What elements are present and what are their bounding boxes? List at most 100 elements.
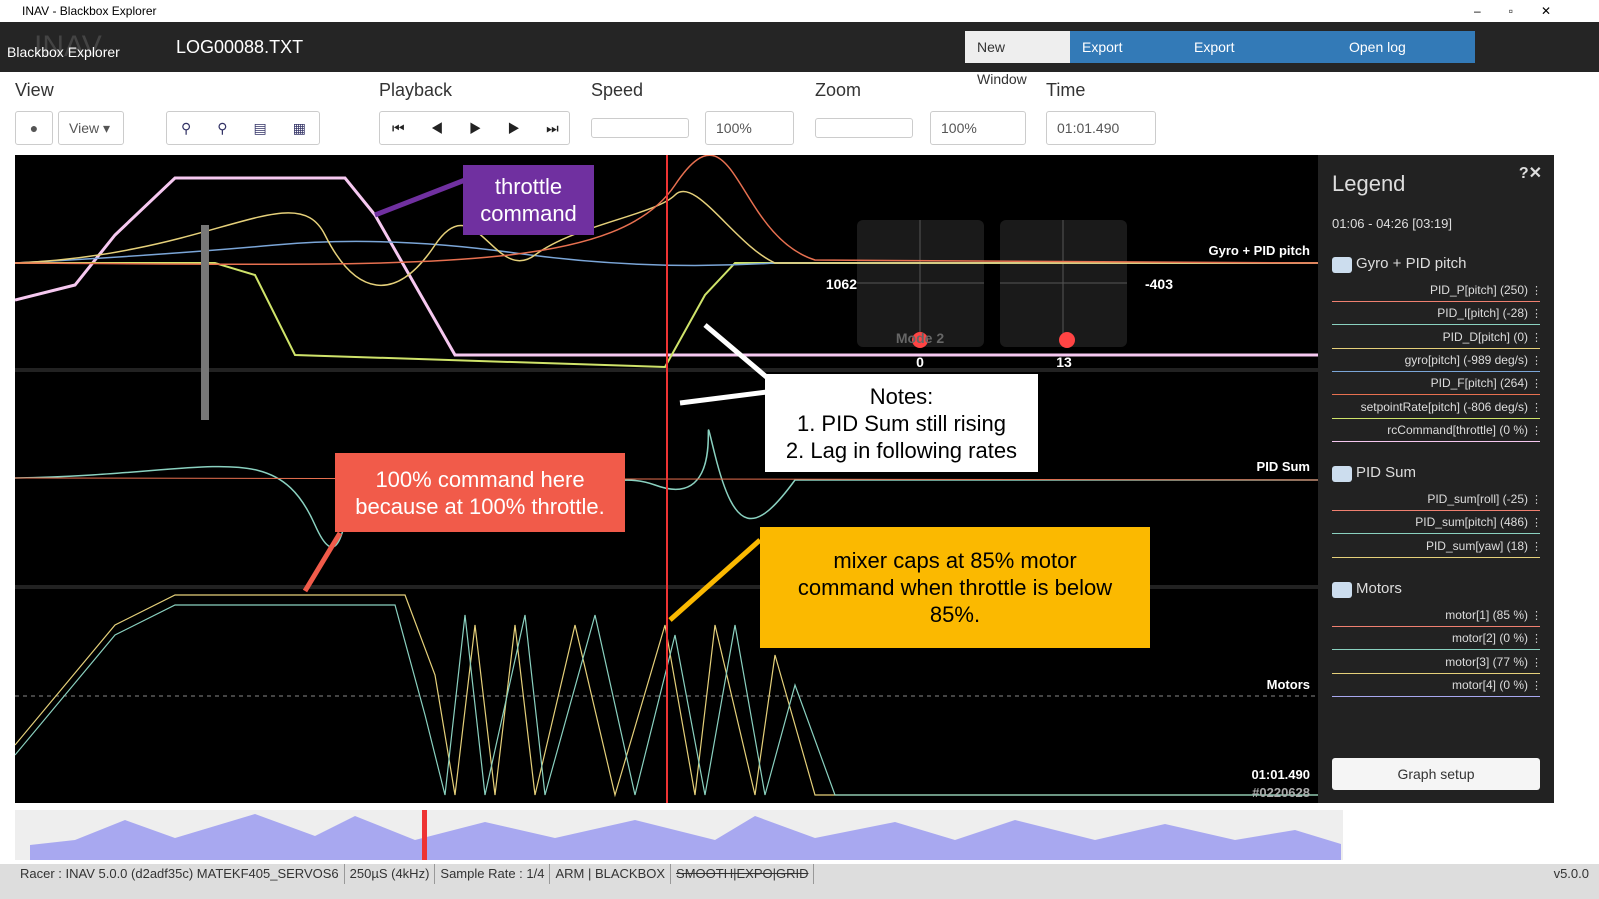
legend-item-icon: ⋮	[1531, 401, 1542, 414]
legend-range: 01:06 - 04:26 [03:19]	[1332, 216, 1452, 231]
speed-label: Speed	[591, 80, 644, 100]
legend-swatch	[1332, 649, 1540, 651]
legend-swatch	[1332, 556, 1540, 558]
version: v5.0.0	[1553, 866, 1589, 881]
stick-value: 0	[916, 354, 924, 370]
stick-value: -403	[1145, 276, 1173, 292]
annotation-line: throttle	[494, 174, 563, 199]
new-window-button[interactable]: New Window	[965, 31, 1070, 87]
legend-item-icon: ⋮	[1531, 424, 1542, 437]
legend-item: gyro[pitch] (-989 deg/s)	[1404, 352, 1528, 367]
legend-title: Legend	[1332, 171, 1406, 196]
status-item: ARM | BLACKBOX	[550, 864, 672, 884]
legend-swatch	[1332, 370, 1540, 372]
zoom-label: Zoom	[815, 80, 862, 100]
legend-item: motor[4] (0 %)	[1451, 677, 1528, 692]
speed-slider[interactable]	[591, 118, 689, 138]
time-label: Time	[1046, 80, 1086, 100]
legend-item-icon: ⋮	[1531, 285, 1542, 297]
annotation: Notes: 1. PID Sum still rising 2. Lag in f…	[765, 374, 1038, 472]
legend-item: PID_sum[yaw] (18)	[1425, 538, 1528, 553]
legend-item: PID_I[pitch] (-28)	[1437, 306, 1528, 321]
annotation-line: command	[480, 201, 577, 226]
export-video-button[interactable]: Export video...	[1070, 31, 1182, 87]
legend-item-icon: ⋮	[1531, 540, 1542, 553]
zoom-value[interactable]: 100%	[930, 111, 1026, 145]
annotation-line: 1. PID Sum still rising	[796, 411, 1007, 436]
annotation-line: command when throttle is below	[797, 575, 1113, 600]
status-item: 250µS (4kHz)	[345, 864, 436, 884]
view-button[interactable]: View ▾	[58, 111, 124, 145]
legend-item: motor[3] (77 %)	[1445, 654, 1528, 669]
panel-label: PID Sum	[1257, 459, 1310, 474]
window-title: INAV - Blackbox Explorer	[22, 4, 157, 18]
legend-swatch	[1332, 440, 1540, 442]
legend-swatch	[1332, 695, 1540, 697]
open-log-button[interactable]: Open log file/video	[1337, 31, 1475, 87]
annotation-line: mixer caps at 85% motor	[833, 548, 1077, 573]
legend-swatch	[1332, 626, 1540, 627]
legend-group-icon	[1332, 257, 1352, 273]
legend-item: PID_D[pitch] (0)	[1442, 329, 1528, 344]
legend-item: PID_F[pitch] (264)	[1430, 376, 1528, 391]
legend-item-icon: ⋮	[1531, 378, 1542, 391]
view-label: View	[15, 80, 54, 100]
legend-item: motor[1] (85 %)	[1445, 608, 1528, 622]
speed-value[interactable]: 100%	[705, 111, 794, 145]
graph-setup-button[interactable]: Graph setup	[1332, 758, 1540, 790]
legend-swatch	[1332, 417, 1540, 419]
title-bar: INAV - Blackbox Explorer –▫✕	[22, 4, 1579, 18]
legend-item-icon: ⋮	[1531, 610, 1542, 622]
legend-item: PID_sum[roll] (-25)	[1427, 492, 1528, 507]
status-item: Racer : INAV 5.0.0 (d2adf35c) MATEKF405_…	[0, 864, 345, 884]
playback-controls[interactable]: ⏮◀▶▶⏭	[379, 111, 570, 145]
time-value[interactable]: 01:01.490	[1046, 111, 1156, 145]
view-toggles[interactable]: ⚲⚲▤▦	[166, 111, 320, 145]
legend-swatch	[1332, 301, 1540, 302]
legend-swatch	[1332, 510, 1540, 512]
legend-group-icon	[1332, 466, 1352, 483]
legend-item-icon: ⋮	[1531, 331, 1542, 344]
view-button-text: View	[69, 120, 100, 136]
legend: Legend ?✕ 01:06 - 04:26 [03:19] Graph se…	[1318, 155, 1554, 803]
legend-item-icon: ⋮	[1531, 633, 1542, 646]
brand: INAV	[34, 30, 102, 63]
stick-mode: Mode 2	[896, 330, 944, 346]
annotation-line: 85%.	[929, 602, 981, 627]
legend-close[interactable]: ?✕	[1518, 165, 1542, 182]
annotation: mixer caps at 85% motor command when thro…	[760, 527, 1150, 648]
playback-label: Playback	[379, 80, 453, 100]
cursor-time: 01:01.490	[1251, 767, 1310, 782]
zoom-slider[interactable]	[815, 118, 913, 138]
annotation-line: because at 100% throttle.	[355, 494, 605, 519]
annotation-line: 100% command here	[375, 467, 585, 492]
info-button[interactable]: ●	[15, 111, 53, 145]
graph: Gyro + PID pitch PID Sum Motors 1062 -40…	[15, 155, 1318, 803]
annotation-line: Notes:	[869, 384, 934, 409]
legend-swatch	[1332, 394, 1540, 396]
annotation-line: 2. Lag in following rates	[785, 438, 1018, 463]
legend-item-icon: ⋮	[1531, 494, 1542, 507]
header: INAV Blackbox Explorer LOG00088.TXT New …	[0, 22, 1599, 87]
legend-item: PID_sum[pitch] (486)	[1415, 515, 1528, 530]
legend-group: Motors	[1356, 580, 1402, 597]
panel-label: Gyro + PID pitch	[1209, 243, 1311, 258]
legend-item-icon: ⋮	[1531, 517, 1542, 530]
export-workspaces-button[interactable]: Export Workspaces...	[1182, 31, 1337, 87]
legend-swatch	[1332, 347, 1540, 349]
stick-value: 1062	[826, 276, 857, 292]
legend-item-icon: ⋮	[1531, 679, 1542, 692]
legend-group: PID Sum	[1356, 464, 1417, 482]
legend-item-icon: ⋮	[1531, 308, 1542, 321]
stick-value: 13	[1056, 354, 1072, 370]
panel-label: Motors	[1267, 677, 1310, 692]
annotation: 100% command here because at 100% throttl…	[335, 453, 625, 532]
legend-item-icon: ⋮	[1531, 354, 1542, 367]
app-name: Blackbox Explorer	[7, 44, 120, 60]
seek-bar	[15, 810, 1343, 860]
status-bar: Racer : INAV 5.0.0 (d2adf35c) MATEKF405_…	[0, 864, 1599, 899]
status-item: SMOOTH|EXPO|GRID	[671, 864, 815, 884]
legend-item: PID_P[pitch] (250)	[1429, 283, 1528, 297]
frame-number: #0220628	[1252, 785, 1310, 800]
